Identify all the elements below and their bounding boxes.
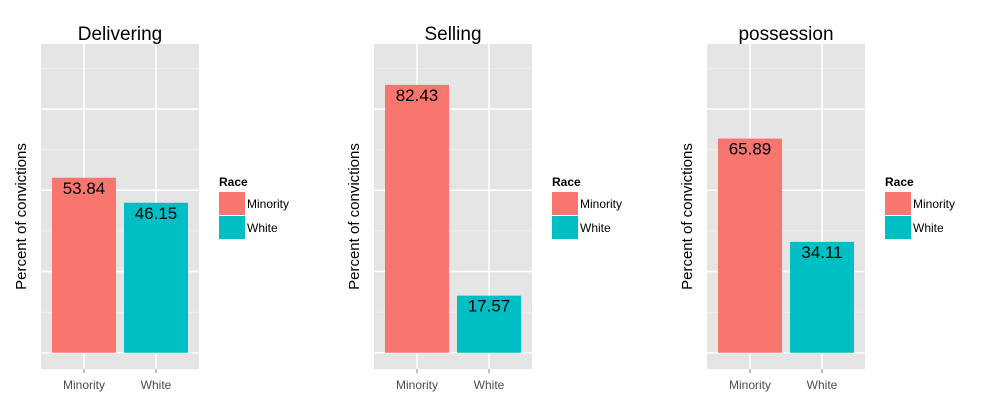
x-tick-label: White [807, 378, 838, 392]
bar-value-label: 82.43 [396, 86, 439, 105]
chart-title: possession [738, 24, 833, 45]
x-tick-label: White [141, 378, 172, 392]
chart-svg: 65.89 34.11 Minority White possession Percent… [679, 24, 955, 392]
legend-swatch-white [552, 216, 578, 239]
legend-swatch-white [885, 216, 911, 239]
bar-value-label: 46.15 [135, 204, 178, 223]
bar-white [790, 241, 854, 353]
legend-label: Minority [580, 197, 622, 211]
legend: Race Minority White [219, 175, 289, 239]
bar-white [457, 295, 521, 353]
chart-panel: 53.84 46.15 Minority White Delivering Percent… [0, 0, 333, 400]
legend-title: Race [219, 175, 248, 189]
legend-swatch-minority [885, 192, 911, 215]
x-tick-label: Minority [729, 378, 771, 392]
bar-value-label: 34.11 [801, 243, 842, 262]
y-axis-label: Percent of convictions [13, 143, 30, 290]
chart-title: Delivering [78, 24, 162, 45]
bar-value-label: 17.57 [468, 297, 511, 316]
legend-title: Race [885, 175, 914, 189]
legend-label: Minority [247, 197, 289, 211]
legend-swatch-minority [552, 192, 578, 215]
chart-title: Selling [424, 24, 481, 45]
x-tick-label: White [474, 378, 505, 392]
legend-swatch-minority [219, 192, 245, 215]
legend: Race Minority White [552, 175, 622, 239]
bar-value-label: 53.84 [63, 179, 106, 198]
bar-value-label: 65.89 [729, 140, 772, 159]
bar-white [124, 202, 188, 353]
y-axis-label: Percent of convictions [679, 143, 696, 290]
chart-panel: 65.89 34.11 Minority White possession Percent… [666, 0, 999, 400]
y-axis-label: Percent of convictions [346, 143, 363, 290]
legend-label: Minority [913, 197, 955, 211]
legend: Race Minority White [885, 175, 955, 239]
legend-label: White [580, 221, 611, 235]
chart-svg: 82.43 17.57 Minority White Selling Percent of… [346, 24, 622, 392]
chart-panel: 82.43 17.57 Minority White Selling Percent of… [333, 0, 666, 400]
bar-minority [385, 84, 449, 353]
x-tick-label: Minority [63, 378, 105, 392]
bar-minority [52, 177, 116, 353]
bar-minority [718, 138, 782, 353]
legend-label: White [247, 221, 278, 235]
x-tick-label: Minority [396, 378, 438, 392]
legend-title: Race [552, 175, 581, 189]
chart-svg: 53.84 46.15 Minority White Delivering Percent… [13, 24, 289, 392]
legend-label: White [913, 221, 944, 235]
legend-swatch-white [219, 216, 245, 239]
